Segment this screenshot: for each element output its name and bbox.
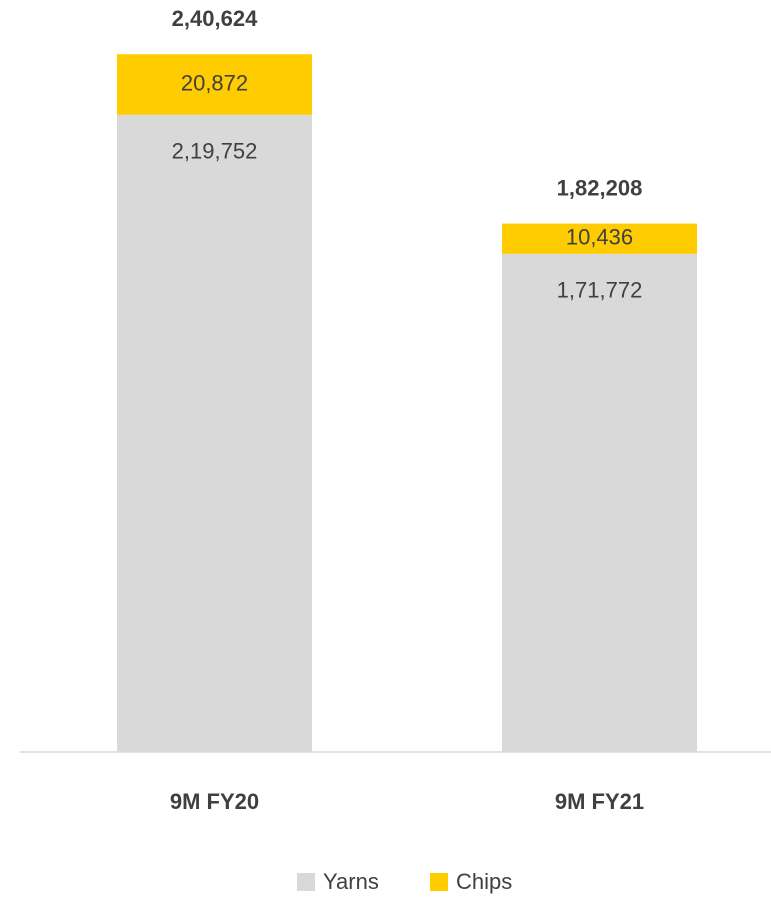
bar-segment <box>117 114 312 753</box>
value-label: 10,436 <box>566 225 633 250</box>
bar-segment <box>117 54 312 115</box>
bar-segment <box>502 223 697 254</box>
value-label: 1,71,772 <box>557 278 643 303</box>
x-tick-label: 9M FY20 <box>170 789 259 814</box>
bar-segment <box>502 253 697 752</box>
legend-label: Yarns <box>323 869 379 894</box>
total-label: 1,82,208 <box>557 175 643 200</box>
x-tick-label: 9M FY21 <box>555 789 644 814</box>
legend-swatch <box>297 873 315 891</box>
legend-swatch <box>430 873 448 891</box>
legend-label: Chips <box>456 869 512 894</box>
total-label: 2,40,624 <box>172 6 258 31</box>
value-label: 20,872 <box>181 70 248 95</box>
value-label: 2,19,752 <box>172 139 258 164</box>
